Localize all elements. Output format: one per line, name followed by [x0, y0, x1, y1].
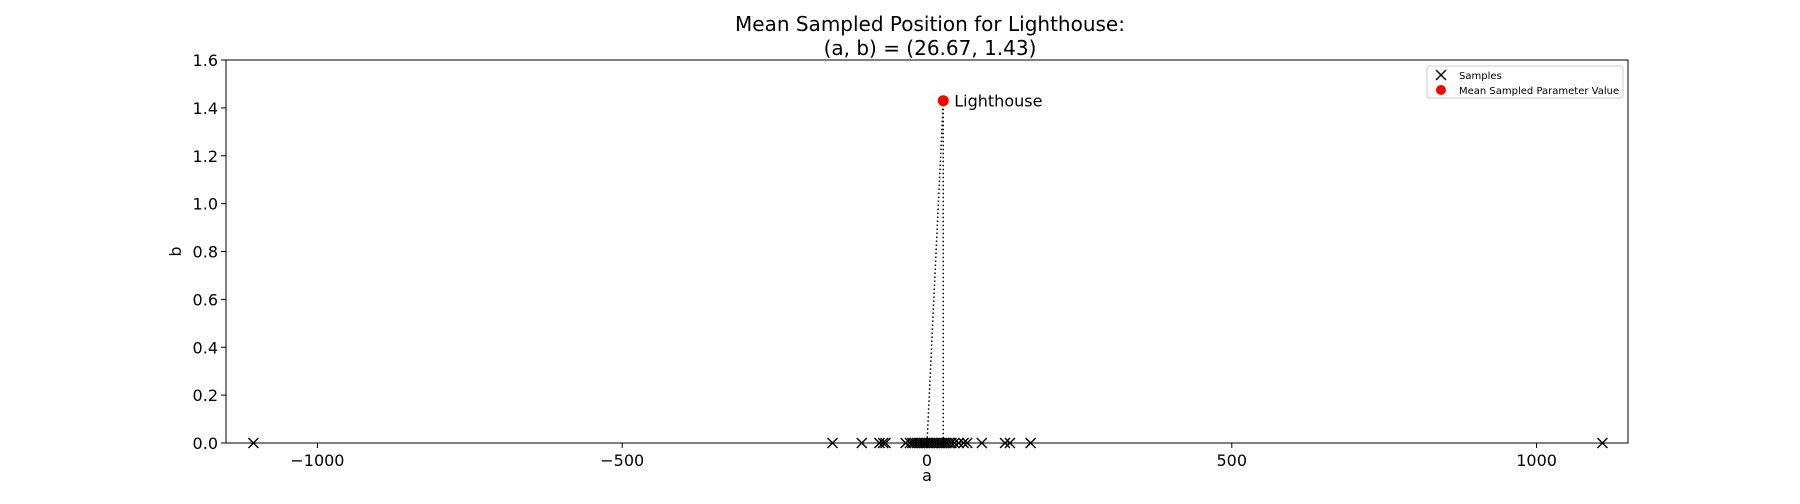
y-axis-label: b	[166, 246, 185, 256]
x-tick-label: −500	[600, 451, 644, 470]
y-tick-label: 1.0	[193, 195, 218, 214]
legend-entry-label: Samples	[1459, 71, 1502, 82]
y-tick-label: 0.2	[193, 386, 218, 405]
legend-marker-stroke	[1435, 69, 1447, 81]
y-tick-label: 0.4	[193, 338, 218, 357]
legend-entry-label: Mean Sampled Parameter Value	[1459, 86, 1619, 97]
chart-title-line-1: Mean Sampled Position for Lighthouse:	[735, 12, 1125, 36]
mean-point	[937, 95, 949, 107]
legend: Samples Mean Sampled Parameter Value	[1426, 65, 1624, 99]
y-tick-label: 1.6	[193, 51, 218, 70]
y-tick-label: 1.2	[193, 147, 218, 166]
axis-ticks: −1000 −500 0 500 1000 0.0 0.2 0.4 0.6 0.8 1.0 1.2 1.…	[193, 51, 1557, 470]
plot-frame	[225, 59, 1629, 444]
x-tick-label: −1000	[290, 451, 344, 470]
y-tick-label: 0.8	[193, 243, 218, 262]
x-tick-label: 500	[1217, 451, 1248, 470]
guide-line	[926, 100, 945, 444]
x-tick-label: 0	[922, 451, 932, 470]
plot-area: Lighthouse	[247, 92, 1608, 449]
x-axis-label: a	[922, 466, 932, 485]
lighthouse-annotation: Lighthouse	[954, 92, 1042, 111]
x-tick-label: 1000	[1516, 451, 1557, 470]
y-tick-label: 0.6	[193, 290, 218, 309]
y-tick-label: 1.4	[193, 99, 218, 118]
legend-marker-mean	[1436, 85, 1446, 95]
y-tick-label: 0.0	[193, 434, 218, 453]
chart-title-line-2: (a, b) = (26.67, 1.43)	[824, 36, 1037, 60]
legend-box	[1426, 65, 1624, 99]
legend-marker-samples	[1435, 69, 1447, 81]
